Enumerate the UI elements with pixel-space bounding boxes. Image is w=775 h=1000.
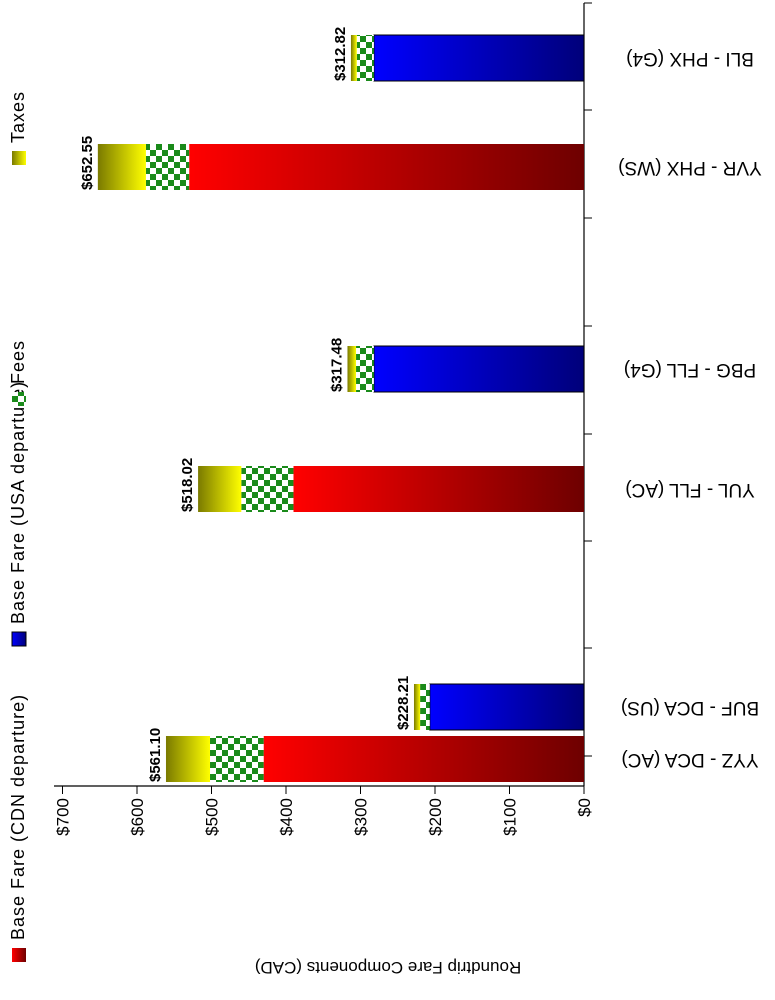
value-tick-label: $600 [128,798,147,836]
bar-segment-fees [241,466,294,512]
legend-swatch-taxes [12,151,26,165]
legend: Base Fare (CDN departure) Base Fare (USA … [8,91,28,962]
category-label: YUL - FLL (AC) [625,479,755,500]
bar-segment-taxes [165,736,211,782]
category-label: BUF - DCA (US) [621,697,759,718]
total-label: $317.48 [328,338,345,392]
bar-segment-fees [356,35,374,81]
category-label: BLI - PHX (G4) [626,48,754,69]
value-tick-label: $0 [575,798,594,817]
value-tick-label: $300 [352,798,371,836]
category-label: PBG - FLL (G4) [624,359,756,380]
bar-segment-taxes [198,466,242,512]
bar-segment-base-cdn [263,736,584,782]
total-label: $561.10 [147,728,164,782]
bar-segment-base-usa [373,34,585,82]
bar-segment-taxes [350,35,357,81]
value-tick-label: $100 [501,798,520,836]
bar-segment-base-usa [429,683,585,731]
value-axis-title: Roundtrip Fare Components (CAD) [255,958,521,977]
legend-label: Taxes [8,91,28,143]
value-tick-label: $200 [426,798,445,836]
bar-segment-taxes [347,346,357,392]
category-label: YYZ - DCA (AC) [621,749,758,770]
bar-segment-fees [356,346,374,392]
bar-segment-fees [420,684,430,730]
bars-layer [97,34,585,782]
bar-segment-base-cdn [293,466,584,512]
total-label: $228.21 [395,676,412,730]
value-tick-label: $400 [277,798,296,836]
bar-segment-taxes [97,144,146,190]
legend-swatch-base-usa [11,631,27,647]
labels-layer: $561.10 $228.21 $518.02 $317.48 $652.55 $312.… [79,27,412,782]
bar-segment-fees [145,144,190,190]
legend-swatch-base-cdn [12,948,26,962]
bar-segment-base-usa [373,345,585,393]
category-label: YVR - PHX (WS) [618,157,762,178]
legend-label: Fees [8,340,28,384]
bar-segment-base-cdn [189,144,584,190]
axes-layer: $0 $100 $200 $300 $400 $500 $600 $700 Roundtrip … [54,2,762,977]
total-label: $312.82 [332,27,349,81]
total-label: $518.02 [179,458,196,512]
total-label: $652.55 [79,136,96,190]
legend-label: Base Fare (CDN departure) [8,694,28,940]
bar-segment-taxes [413,684,421,730]
legend-swatch-fees [12,392,26,406]
value-tick-label: $700 [54,798,73,836]
legend-label: Base Fare (USA departure) [8,381,28,624]
bar-segment-fees [210,736,264,782]
value-tick-label: $500 [203,798,222,836]
